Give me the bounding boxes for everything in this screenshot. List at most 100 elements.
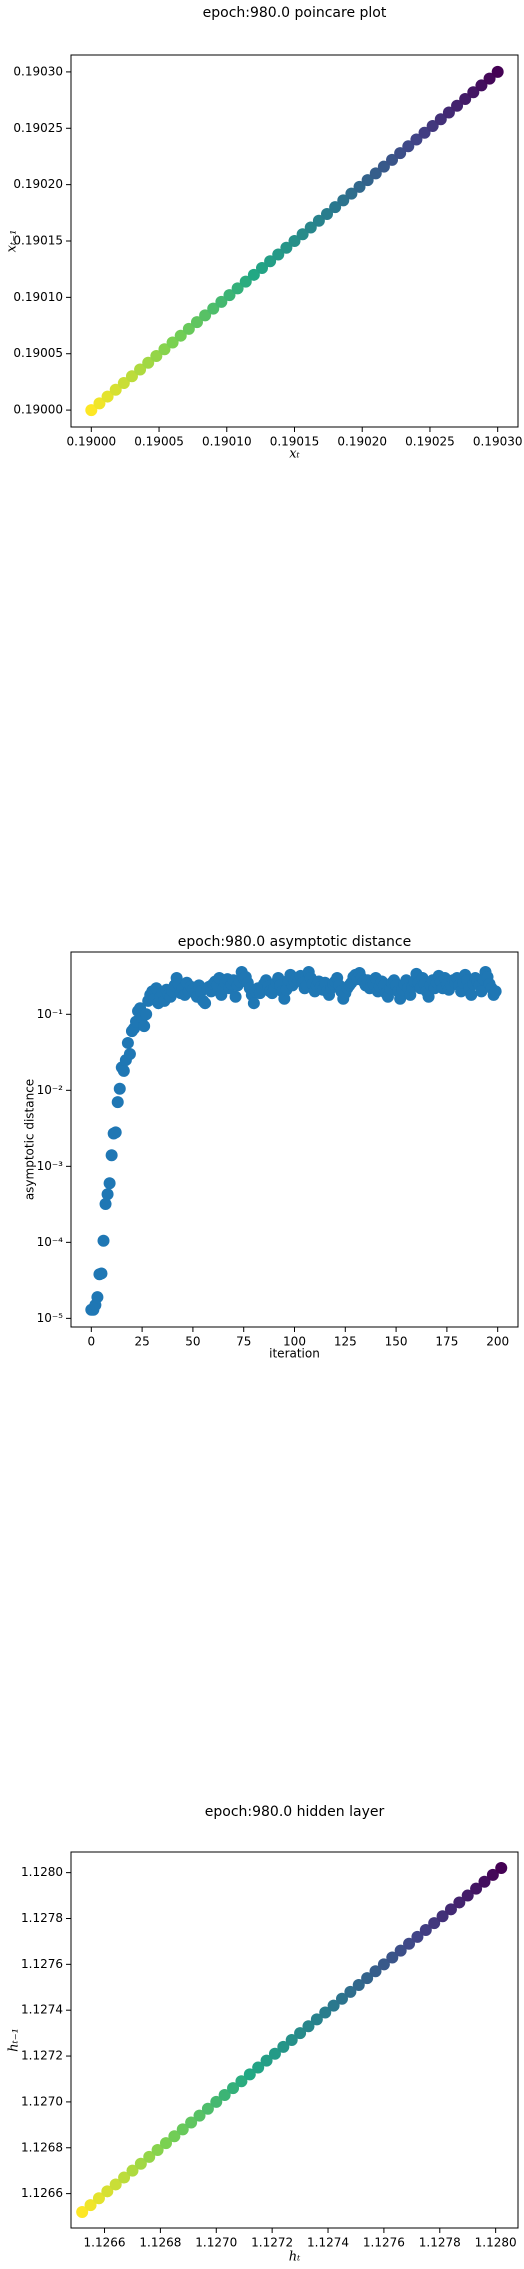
x-tick-label: 25: [134, 1335, 149, 1349]
point: [199, 309, 212, 322]
point: [319, 2006, 332, 2019]
point: [486, 1868, 499, 1881]
point: [150, 349, 163, 362]
point: [264, 255, 277, 268]
point: [95, 1267, 108, 1280]
point: [459, 92, 472, 105]
point: [302, 2020, 315, 2033]
point: [467, 86, 480, 99]
point: [111, 1096, 124, 1109]
point: [352, 1978, 365, 1991]
y-tick-label: 10⁻¹: [37, 1007, 64, 1021]
point: [97, 1234, 110, 1247]
plot-area: [76, 1862, 508, 2218]
point: [451, 99, 464, 112]
x-tick-label: 1.1268: [139, 2236, 181, 2250]
x-tick-label: 1.1266: [84, 2236, 126, 2250]
point: [394, 992, 407, 1005]
point: [272, 248, 285, 261]
point: [176, 2123, 189, 2136]
point: [321, 207, 334, 220]
point: [312, 214, 325, 227]
point: [243, 2068, 256, 2081]
point: [158, 343, 171, 356]
point: [159, 2137, 172, 2150]
x-tick-label: 1.1278: [419, 2236, 461, 2250]
x-tick-label: 75: [236, 1335, 251, 1349]
point: [229, 990, 242, 1003]
x-tick-label: 1.1270: [195, 2236, 237, 2250]
point: [168, 2130, 181, 2143]
point: [310, 2013, 323, 2026]
point: [76, 2205, 89, 2218]
point: [337, 194, 350, 207]
x-tick-label: 0.19005: [134, 435, 184, 449]
y-tick-label: 1.1278: [21, 1911, 63, 1925]
point: [495, 1862, 508, 1875]
x-tick-label: 200: [486, 1335, 509, 1349]
y-axis-label: asymptotic distance: [23, 1079, 37, 1200]
point: [394, 147, 407, 160]
point: [475, 79, 488, 92]
point: [151, 2144, 164, 2157]
point: [410, 133, 423, 146]
point: [361, 174, 374, 187]
x-tick-label: 0.19010: [202, 435, 252, 449]
point: [223, 289, 236, 302]
point: [182, 322, 195, 335]
plot-area: [85, 65, 504, 417]
point: [278, 992, 291, 1005]
point: [235, 2075, 248, 2088]
point: [92, 2192, 105, 2205]
point: [483, 72, 496, 85]
point: [103, 1177, 116, 1190]
point: [304, 221, 317, 234]
point: [125, 370, 138, 383]
x-tick-label: 1.1272: [251, 2236, 293, 2250]
point: [193, 2109, 206, 2122]
point: [255, 262, 268, 275]
x-axis-label: hₜ: [289, 2250, 301, 2265]
point: [402, 140, 415, 153]
x-axis-label: iteration: [269, 1347, 320, 1361]
point: [101, 1188, 114, 1201]
point: [218, 2089, 231, 2102]
chart-title: epoch:980.0 hidden layer: [205, 1804, 385, 1820]
point: [126, 2164, 139, 2177]
point: [280, 241, 293, 254]
y-tick-label: 10⁻³: [37, 1159, 64, 1173]
point: [101, 2185, 114, 2198]
point: [403, 1937, 416, 1950]
point: [99, 1197, 112, 1210]
point: [121, 1036, 134, 1049]
point: [91, 1291, 104, 1304]
point: [260, 2054, 273, 2067]
point: [369, 167, 382, 180]
point: [453, 1896, 466, 1909]
point: [166, 336, 179, 349]
point: [109, 383, 122, 396]
point: [134, 2157, 147, 2170]
y-tick-label: 10⁻⁴: [37, 1235, 64, 1249]
point: [444, 1903, 457, 1916]
point: [335, 1992, 348, 2005]
point: [422, 990, 435, 1003]
x-tick-label: 50: [185, 1335, 200, 1349]
point: [210, 2095, 223, 2108]
y-tick-label: 1.1276: [21, 1957, 63, 1971]
point: [489, 985, 502, 998]
point: [247, 997, 260, 1010]
y-tick-label: 0.19010: [13, 290, 63, 304]
x-tick-label: 0.19030: [473, 435, 523, 449]
point: [344, 1985, 357, 1998]
y-axis-label: xₜ₋₁: [5, 230, 20, 253]
y-tick-label: 0.19015: [13, 234, 63, 248]
x-tick-label: 150: [385, 1335, 408, 1349]
point: [277, 2040, 290, 2053]
x-tick-label: 125: [334, 1335, 357, 1349]
point: [426, 120, 439, 133]
point: [117, 1064, 130, 1077]
y-axis-label: hₜ₋₁: [7, 2028, 22, 2052]
point: [386, 1951, 399, 1964]
